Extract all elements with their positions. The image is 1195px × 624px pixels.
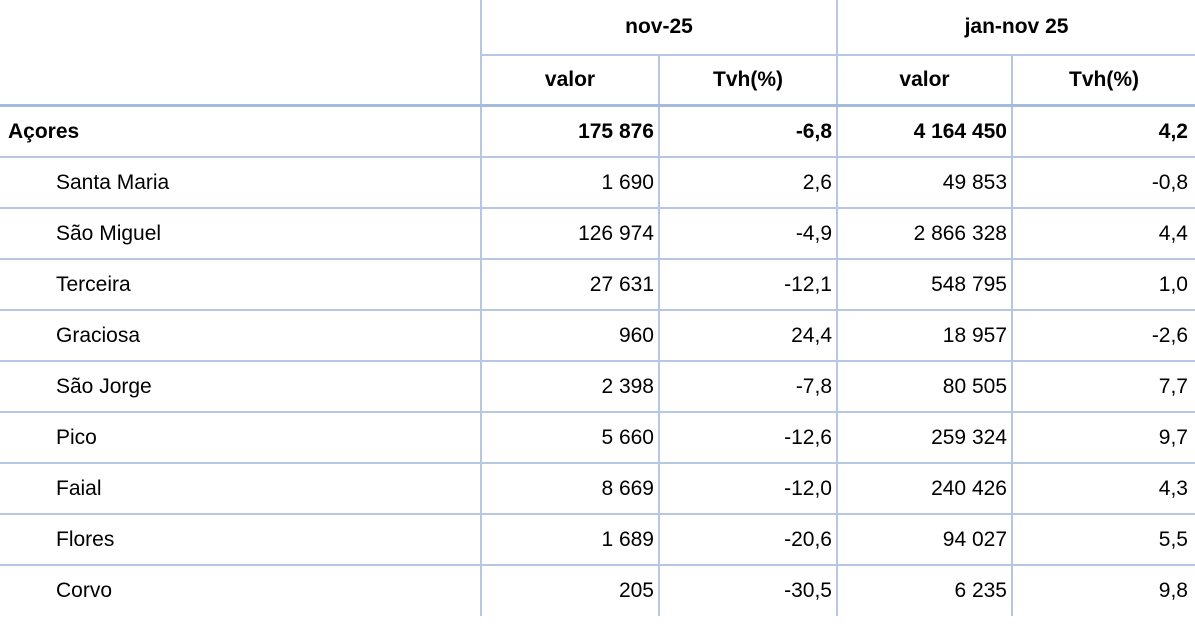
jan-valor-cell: 2 866 328 xyxy=(836,207,1012,259)
jan-valor-cell: 80 505 xyxy=(836,360,1012,412)
island-name-cell: São Miguel xyxy=(0,207,481,259)
column-header-nov-valor: valor xyxy=(480,55,659,105)
island-name-cell: Faial xyxy=(0,462,481,514)
nov-valor-cell: 175 876 xyxy=(480,103,659,157)
nov-tvh-cell: -12,0 xyxy=(658,462,837,514)
table-row-faial: Faial 8 669 -12,0 240 426 4,3 xyxy=(0,462,1195,514)
nov-tvh-cell: 24,4 xyxy=(658,309,837,361)
jan-tvh-cell: 1,0 xyxy=(1011,258,1195,310)
nov-valor-cell: 126 974 xyxy=(480,207,659,259)
group-header-jannov25: jan-nov 25 xyxy=(836,0,1195,56)
table-row-sao-miguel: São Miguel 126 974 -4,9 2 866 328 4,4 xyxy=(0,207,1195,259)
group-header-row: nov-25 jan-nov 25 xyxy=(0,0,1195,56)
sub-header-row: valor Tvh(%) valor Tvh(%) xyxy=(0,55,1195,105)
nov-tvh-cell: -6,8 xyxy=(658,103,837,157)
nov-tvh-cell: -12,1 xyxy=(658,258,837,310)
table-row-santa-maria: Santa Maria 1 690 2,6 49 853 -0,8 xyxy=(0,156,1195,208)
column-header-nov-tvh: Tvh(%) xyxy=(658,55,837,105)
nov-tvh-cell: -20,6 xyxy=(658,513,837,565)
nov-valor-cell: 27 631 xyxy=(480,258,659,310)
nov-tvh-cell: -30,5 xyxy=(658,564,837,616)
table-row-flores: Flores 1 689 -20,6 94 027 5,5 xyxy=(0,513,1195,565)
nov-tvh-cell: -12,6 xyxy=(658,411,837,463)
nov-valor-cell: 5 660 xyxy=(480,411,659,463)
nov-tvh-cell: 2,6 xyxy=(658,156,837,208)
table-row-graciosa: Graciosa 960 24,4 18 957 -2,6 xyxy=(0,309,1195,361)
table-row-sao-jorge: São Jorge 2 398 -7,8 80 505 7,7 xyxy=(0,360,1195,412)
jan-tvh-cell: 7,7 xyxy=(1011,360,1195,412)
jan-valor-cell: 548 795 xyxy=(836,258,1012,310)
nov-tvh-cell: -7,8 xyxy=(658,360,837,412)
table-row-corvo: Corvo 205 -30,5 6 235 9,8 xyxy=(0,564,1195,616)
jan-valor-cell: 94 027 xyxy=(836,513,1012,565)
jan-valor-cell: 4 164 450 xyxy=(836,103,1012,157)
column-header-jan-valor: valor xyxy=(836,55,1012,105)
island-name-cell: Corvo xyxy=(0,564,481,616)
jan-valor-cell: 6 235 xyxy=(836,564,1012,616)
nov-valor-cell: 1 689 xyxy=(480,513,659,565)
jan-tvh-cell: 9,8 xyxy=(1011,564,1195,616)
island-name-cell: Flores xyxy=(0,513,481,565)
island-name-cell: Santa Maria xyxy=(0,156,481,208)
column-header-jan-tvh: Tvh(%) xyxy=(1011,55,1195,105)
jan-valor-cell: 49 853 xyxy=(836,156,1012,208)
group-header-nov25: nov-25 xyxy=(480,0,837,56)
nov-valor-cell: 205 xyxy=(480,564,659,616)
jan-valor-cell: 18 957 xyxy=(836,309,1012,361)
nov-tvh-cell: -4,9 xyxy=(658,207,837,259)
jan-tvh-cell: 4,3 xyxy=(1011,462,1195,514)
table-row-acores-total: Açores 175 876 -6,8 4 164 450 4,2 xyxy=(0,103,1195,157)
jan-tvh-cell: 4,4 xyxy=(1011,207,1195,259)
jan-tvh-cell: 5,5 xyxy=(1011,513,1195,565)
table-body: Açores 175 876 -6,8 4 164 450 4,2 Santa … xyxy=(0,103,1195,616)
island-name-cell: Graciosa xyxy=(0,309,481,361)
jan-valor-cell: 259 324 xyxy=(836,411,1012,463)
jan-valor-cell: 240 426 xyxy=(836,462,1012,514)
table-row-terceira: Terceira 27 631 -12,1 548 795 1,0 xyxy=(0,258,1195,310)
corner-cell xyxy=(0,55,481,105)
jan-tvh-cell: 4,2 xyxy=(1011,103,1195,157)
jan-tvh-cell: -2,6 xyxy=(1011,309,1195,361)
table-header: nov-25 jan-nov 25 valor Tvh(%) valor Tvh… xyxy=(0,0,1195,105)
region-name-cell: Açores xyxy=(0,103,481,157)
island-name-cell: Terceira xyxy=(0,258,481,310)
nov-valor-cell: 8 669 xyxy=(480,462,659,514)
nov-valor-cell: 960 xyxy=(480,309,659,361)
jan-tvh-cell: -0,8 xyxy=(1011,156,1195,208)
jan-tvh-cell: 9,7 xyxy=(1011,411,1195,463)
nov-valor-cell: 1 690 xyxy=(480,156,659,208)
island-name-cell: São Jorge xyxy=(0,360,481,412)
table-row-pico: Pico 5 660 -12,6 259 324 9,7 xyxy=(0,411,1195,463)
corner-cell xyxy=(0,0,481,55)
island-name-cell: Pico xyxy=(0,411,481,463)
nov-valor-cell: 2 398 xyxy=(480,360,659,412)
